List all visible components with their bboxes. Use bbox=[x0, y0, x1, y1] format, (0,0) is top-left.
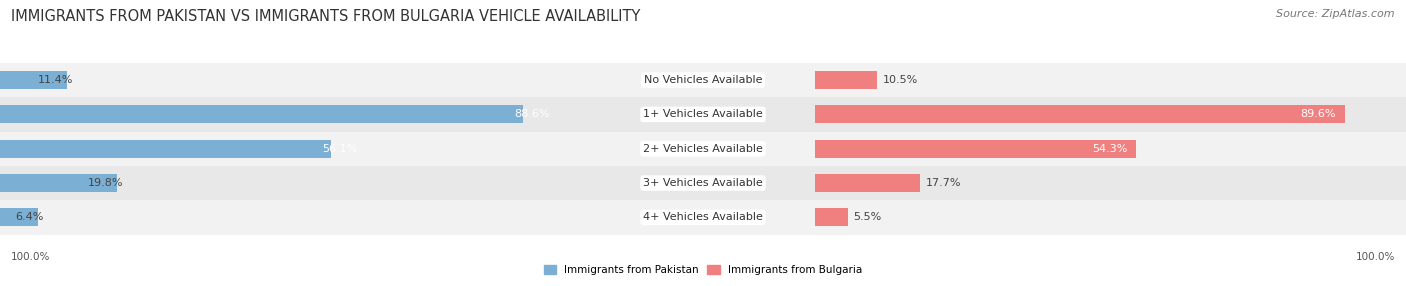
Bar bbox=[815, 132, 1406, 166]
Text: 10.5%: 10.5% bbox=[883, 75, 918, 85]
Text: 5.5%: 5.5% bbox=[853, 212, 882, 222]
Bar bbox=[0, 132, 591, 166]
Text: 19.8%: 19.8% bbox=[87, 178, 122, 188]
Text: No Vehicles Available: No Vehicles Available bbox=[644, 75, 762, 85]
Text: 100.0%: 100.0% bbox=[11, 253, 51, 262]
Text: 6.4%: 6.4% bbox=[15, 212, 44, 222]
Text: 89.6%: 89.6% bbox=[1301, 110, 1336, 119]
Bar bbox=[0, 63, 591, 97]
Legend: Immigrants from Pakistan, Immigrants from Bulgaria: Immigrants from Pakistan, Immigrants fro… bbox=[544, 265, 862, 275]
Bar bbox=[815, 166, 1406, 200]
Bar bbox=[0, 174, 117, 192]
Bar bbox=[591, 166, 815, 200]
Text: 100.0%: 100.0% bbox=[1355, 253, 1395, 262]
Bar bbox=[815, 97, 1406, 132]
Bar bbox=[815, 63, 1406, 97]
Bar bbox=[0, 208, 38, 226]
Bar bbox=[0, 166, 591, 200]
Text: 56.1%: 56.1% bbox=[322, 144, 357, 154]
Bar bbox=[591, 63, 815, 97]
Bar bbox=[815, 208, 848, 226]
Text: 17.7%: 17.7% bbox=[925, 178, 962, 188]
Bar bbox=[815, 71, 877, 89]
Bar bbox=[0, 200, 591, 235]
Bar bbox=[591, 97, 815, 132]
Bar bbox=[0, 97, 591, 132]
Bar bbox=[591, 200, 815, 235]
Text: Source: ZipAtlas.com: Source: ZipAtlas.com bbox=[1277, 9, 1395, 19]
Bar bbox=[815, 106, 1344, 123]
Bar bbox=[815, 140, 1136, 158]
Text: 11.4%: 11.4% bbox=[38, 75, 73, 85]
Text: IMMIGRANTS FROM PAKISTAN VS IMMIGRANTS FROM BULGARIA VEHICLE AVAILABILITY: IMMIGRANTS FROM PAKISTAN VS IMMIGRANTS F… bbox=[11, 9, 641, 23]
Bar bbox=[0, 140, 332, 158]
Text: 88.6%: 88.6% bbox=[515, 110, 550, 119]
Text: 3+ Vehicles Available: 3+ Vehicles Available bbox=[643, 178, 763, 188]
Text: 2+ Vehicles Available: 2+ Vehicles Available bbox=[643, 144, 763, 154]
Text: 1+ Vehicles Available: 1+ Vehicles Available bbox=[643, 110, 763, 119]
Text: 54.3%: 54.3% bbox=[1092, 144, 1128, 154]
Bar bbox=[591, 132, 815, 166]
Bar bbox=[0, 106, 523, 123]
Text: 4+ Vehicles Available: 4+ Vehicles Available bbox=[643, 212, 763, 222]
Bar bbox=[815, 174, 920, 192]
Bar bbox=[0, 71, 67, 89]
Bar bbox=[815, 200, 1406, 235]
